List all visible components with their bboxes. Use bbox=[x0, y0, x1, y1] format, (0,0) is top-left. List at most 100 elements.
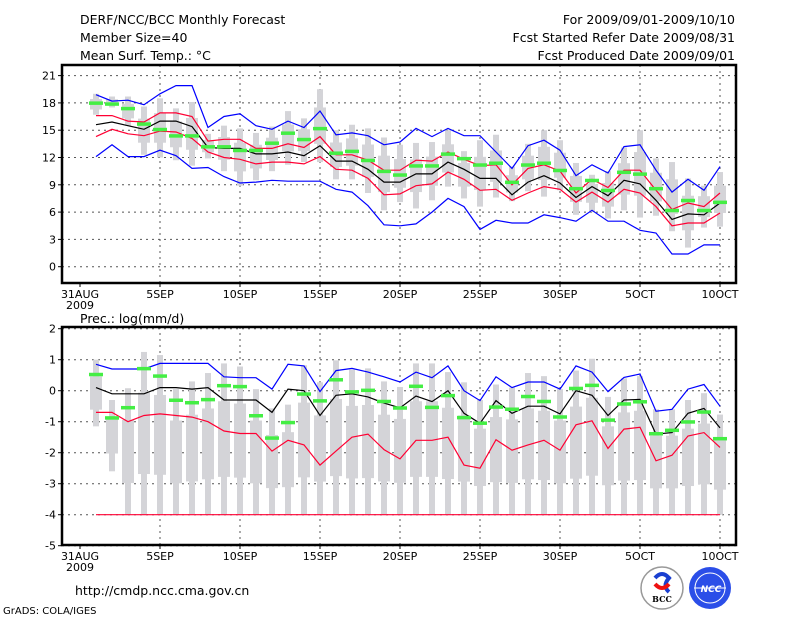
y-tick-label: 3 bbox=[49, 233, 56, 246]
observation-marker bbox=[105, 102, 119, 106]
ensemble-box bbox=[522, 408, 534, 480]
x-tick-label: 30SEP bbox=[543, 288, 578, 301]
ensemble-box bbox=[522, 155, 534, 180]
x-tick-label: 10OCT bbox=[701, 550, 738, 563]
y-tick-label: 12 bbox=[42, 152, 56, 165]
y-tick-label: 0 bbox=[49, 385, 56, 398]
ensemble-box bbox=[186, 414, 198, 482]
temp-variable-label: Mean Surf. Temp.: °C bbox=[80, 48, 211, 63]
ensemble-box bbox=[442, 407, 454, 480]
observation-marker bbox=[617, 402, 631, 406]
ensemble-box bbox=[474, 428, 486, 487]
y-tick-label: -1 bbox=[45, 416, 56, 429]
precip-variable-label: Prec.: log(mm/d) bbox=[80, 311, 184, 326]
observation-marker bbox=[457, 415, 471, 420]
bcc-logo: BCC bbox=[640, 566, 684, 610]
ensemble-box bbox=[490, 150, 502, 182]
ensemble-box bbox=[442, 144, 454, 173]
observation-marker bbox=[281, 131, 295, 135]
observation-marker bbox=[553, 168, 567, 173]
ensemble-box bbox=[474, 156, 486, 191]
observation-marker bbox=[569, 186, 583, 191]
ensemble-box bbox=[106, 99, 118, 105]
ensemble-box bbox=[650, 435, 662, 489]
observation-marker bbox=[297, 392, 311, 396]
observation-marker bbox=[201, 145, 215, 149]
ensemble-box bbox=[170, 420, 182, 484]
ensemble-box bbox=[282, 432, 294, 488]
temperature-panel: 0 3 6 9 12 15 18 21 31AUG 5SEP 10SEP 15SEP 20SEP 25SE… bbox=[42, 63, 739, 312]
ensemble-box bbox=[250, 420, 262, 484]
x-tick-label: 10SEP bbox=[223, 288, 258, 301]
x-tick-label: 5SEP bbox=[146, 550, 174, 563]
observation-marker bbox=[281, 420, 295, 425]
ensemble-box bbox=[106, 417, 118, 454]
ensemble-box bbox=[330, 398, 342, 477]
y-tick-label: -5 bbox=[45, 540, 56, 553]
x-year-label: 2009 bbox=[66, 299, 94, 312]
temp-min-line bbox=[95, 144, 720, 255]
observation-marker bbox=[601, 418, 615, 422]
observation-marker bbox=[137, 366, 151, 371]
y-tick-label: 15 bbox=[42, 124, 56, 137]
ensemble-box bbox=[698, 423, 710, 485]
observation-marker bbox=[521, 394, 535, 399]
x-tick-label: 30SEP bbox=[543, 550, 578, 563]
ensemble-box bbox=[666, 435, 678, 489]
observation-marker bbox=[201, 397, 215, 402]
precip-plot-frame bbox=[60, 325, 738, 547]
observation-marker bbox=[537, 399, 551, 404]
ensemble-box bbox=[266, 434, 278, 489]
website-url[interactable]: http://cmdp.ncc.cma.gov.cn bbox=[75, 583, 249, 598]
observation-marker bbox=[297, 137, 311, 142]
ensemble-box bbox=[634, 410, 646, 481]
observation-marker bbox=[233, 384, 247, 389]
observation-marker bbox=[393, 406, 407, 410]
temp-mean-line bbox=[95, 120, 721, 221]
ensemble-box bbox=[602, 182, 614, 207]
observation-marker bbox=[345, 390, 359, 394]
forecast-produced-date: Fcst Produced Date 2009/09/01 bbox=[537, 48, 735, 63]
observation-marker bbox=[681, 420, 695, 424]
y-tick-label: 2 bbox=[49, 323, 56, 336]
observation-marker bbox=[361, 158, 375, 163]
observation-marker bbox=[105, 416, 119, 420]
figure-title: DERF/NCC/BCC Monthly Forecast bbox=[80, 12, 285, 27]
ensemble-box bbox=[394, 418, 406, 483]
ensemble-box bbox=[346, 405, 358, 479]
ensemble-box bbox=[234, 142, 246, 172]
observation-marker bbox=[617, 170, 631, 175]
observation-marker bbox=[329, 151, 343, 155]
forecast-start-date: Fcst Started Refer Date 2009/08/31 bbox=[513, 30, 736, 45]
observation-marker bbox=[633, 400, 647, 404]
ncc-logo: NCC bbox=[689, 567, 731, 609]
ensemble-box bbox=[218, 401, 230, 477]
x-tick-label: 5SEP bbox=[146, 288, 174, 301]
observation-marker bbox=[585, 178, 599, 183]
ensemble-box bbox=[298, 402, 310, 478]
ensemble-box bbox=[426, 156, 438, 186]
temp-lower-line bbox=[95, 128, 721, 227]
ensemble-box bbox=[538, 410, 550, 481]
observation-marker bbox=[505, 407, 519, 411]
observation-marker bbox=[665, 428, 679, 433]
y-tick-label: 1 bbox=[49, 354, 56, 367]
observation-marker bbox=[169, 398, 183, 402]
y-tick-label: 6 bbox=[49, 206, 56, 219]
y-tick-label: -4 bbox=[45, 509, 56, 522]
ensemble-box bbox=[714, 439, 726, 490]
y-tick-label: -2 bbox=[45, 447, 56, 460]
precip-max-line bbox=[95, 362, 721, 412]
x-tick-label: 20SEP bbox=[383, 288, 418, 301]
x-tick-label: 25SEP bbox=[463, 550, 498, 563]
x-tick-label: 15SEP bbox=[303, 288, 338, 301]
observation-marker bbox=[713, 436, 727, 441]
observation-marker bbox=[313, 399, 327, 403]
observation-marker bbox=[697, 410, 711, 414]
ensemble-box bbox=[506, 419, 518, 483]
observation-marker bbox=[265, 141, 279, 145]
ensemble-box bbox=[458, 415, 470, 482]
ensemble-box bbox=[458, 162, 470, 187]
x-tick-label: 10OCT bbox=[701, 288, 738, 301]
